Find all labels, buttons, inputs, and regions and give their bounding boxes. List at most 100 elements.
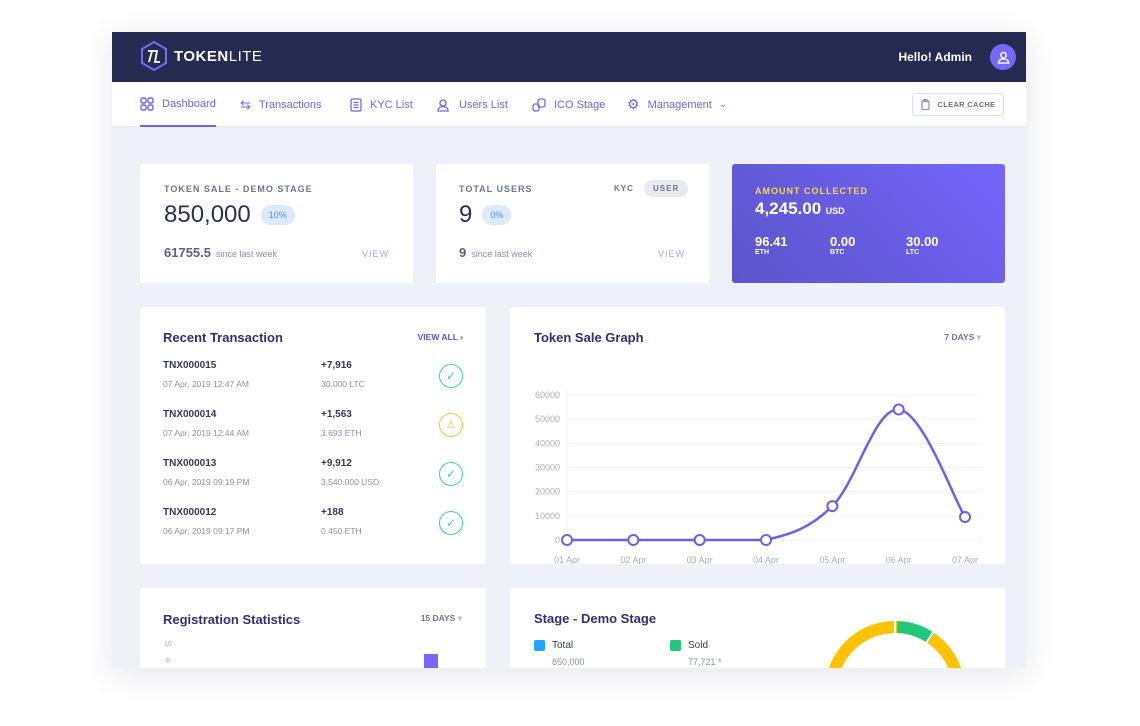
x-tick-label: 05 Apr — [819, 555, 845, 564]
nav-ico-stage[interactable]: ICO Stage — [532, 82, 605, 127]
data-point[interactable] — [627, 534, 640, 546]
data-point[interactable] — [959, 511, 971, 524]
x-tick-label: 07 Apr — [952, 555, 978, 564]
nav-users-list[interactable]: Users List — [437, 82, 508, 127]
app-window: TOKENLITE Hello! Admin Dashboard ⇆ Trans… — [112, 32, 1026, 668]
coins-icon — [532, 97, 546, 112]
token-sale-value: 850,000 — [164, 201, 251, 228]
tab-kyc[interactable]: KYC — [614, 184, 634, 193]
view-all-link[interactable]: VIEW ALL › — [418, 332, 463, 342]
graph-range-dropdown[interactable]: 7 DAYS ▾ — [944, 332, 981, 343]
stage-card: Stage - Demo Stage Total 850,000 Sold 77… — [510, 588, 1005, 668]
total-users-view-link[interactable]: VIEW — [657, 249, 685, 259]
sold-value: 77,721 * — [688, 657, 722, 667]
token-sale-percent-badge: 10% — [260, 205, 295, 225]
chevron-right-icon: › — [460, 332, 463, 342]
sold-swatch-icon — [670, 640, 681, 651]
graph-range-label: 7 DAYS — [944, 332, 975, 342]
grid-icon — [140, 96, 154, 111]
transaction-row[interactable]: TNX000012 06 Apr, 2019 09:17 PM +188 0.4… — [163, 507, 473, 547]
tab-user[interactable]: USER — [644, 180, 689, 197]
caret-down-icon: ▾ — [457, 613, 462, 623]
total-value: 850,000 — [552, 657, 585, 667]
recent-transactions-title: Recent Transaction — [163, 330, 283, 345]
amount-collected-value: 4,245.00 — [755, 199, 822, 218]
y-tick-label: 40000 — [535, 438, 560, 448]
registration-range-dropdown[interactable]: 15 DAYS ▾ — [421, 613, 462, 624]
amount-collected-card: AMOUNT COLLECTED 4,245.00 USD 96.41 ETH 0… — [732, 164, 1005, 283]
coin-name: ETH — [755, 249, 769, 256]
transaction-row[interactable]: TNX000014 07 Apr, 2019 12:44 AM +1,563 3… — [163, 409, 473, 449]
chevron-down-icon: ⌄ — [719, 99, 728, 109]
coin-name: BTC — [830, 249, 845, 256]
data-point[interactable] — [561, 534, 573, 546]
total-users-value: 9 — [459, 201, 473, 228]
y-tick: 10 — [164, 641, 172, 648]
coin-value: 96.41 — [755, 234, 788, 249]
y-tick-label: 10000 — [535, 511, 560, 521]
data-point[interactable] — [693, 534, 706, 546]
token-sale-chart: 0 10000 20000 30000 40000 50000 60000 01 Apr 02 … — [535, 390, 982, 564]
transaction-row[interactable]: TNX000013 06 Apr, 2019 09:19 PM +9,912 3… — [163, 458, 473, 498]
brand-logo[interactable]: TOKENLITE — [140, 41, 262, 71]
user-icon — [437, 98, 449, 112]
transaction-row[interactable]: TNX000015 07 Apr, 2019 12:47 AM +7,916 3… — [163, 360, 473, 400]
clear-cache-label: CLEAR CACHE — [937, 100, 996, 109]
transaction-amount: +1,563 — [321, 409, 352, 420]
transaction-id: TNX000012 — [163, 507, 217, 518]
x-tick-label: 03 Apr — [687, 555, 713, 564]
total-users-label: TOTAL USERS — [459, 184, 533, 194]
data-point[interactable] — [826, 500, 839, 513]
token-sale-graph-card: Token Sale Graph 7 DAYS ▾ 0 10000 20000 300… — [510, 307, 1005, 564]
nav-label: ICO Stage — [554, 98, 606, 111]
token-sale-label: TOKEN SALE - DEMO STAGE — [164, 184, 313, 194]
legend-sold: Sold — [670, 640, 708, 651]
view-all-label: VIEW ALL — [417, 332, 458, 342]
total-users-percent-badge: 0% — [482, 205, 512, 225]
transaction-amount: +9,912 — [321, 458, 352, 469]
nav-management[interactable]: ⚙ Management ⌄ — [627, 82, 727, 127]
user-avatar[interactable] — [990, 44, 1016, 70]
y-tick-label: 30000 — [535, 463, 560, 473]
document-icon — [350, 97, 362, 112]
registration-title: Registration Statistics — [163, 612, 301, 627]
data-point[interactable] — [760, 534, 772, 546]
transaction-date: 06 Apr, 2019 09:17 PM — [163, 526, 250, 536]
swap-icon: ⇆ — [240, 96, 251, 112]
transaction-currency: 3.693 ETH — [321, 428, 362, 438]
nav-dashboard[interactable]: Dashboard — [140, 82, 216, 127]
token-sale-since-text: since last week — [216, 249, 278, 259]
transaction-date: 07 Apr, 2019 12:44 AM — [163, 428, 250, 438]
transaction-date: 06 Apr, 2019 09:19 PM — [163, 477, 250, 487]
total-swatch-icon — [534, 640, 545, 651]
greeting: Hello! Admin — [898, 50, 972, 64]
transaction-amount: +188 — [321, 507, 344, 518]
caret-down-icon: ▾ — [976, 332, 981, 342]
graph-title: Token Sale Graph — [534, 330, 644, 345]
nav-label: Management — [647, 98, 712, 111]
brand-name-bold: TOKEN — [174, 47, 229, 65]
x-tick-label: 01 Apr — [554, 555, 580, 564]
check-circle-icon: ✓ — [439, 462, 463, 486]
clear-cache-button[interactable]: CLEAR CACHE — [912, 93, 1004, 116]
amount-collected-unit: USD — [825, 206, 845, 216]
y-tick-label: 0 — [555, 535, 560, 545]
transaction-amount: +7,916 — [321, 360, 352, 371]
brand-name-light: LITE — [228, 47, 263, 65]
nav-kyc-list[interactable]: KYC List — [350, 82, 413, 127]
y-tick-label: 50000 — [535, 414, 560, 424]
token-sale-view-link[interactable]: VIEW — [361, 249, 389, 259]
y-tick: 8 — [166, 658, 170, 665]
registration-statistics-card: Registration Statistics 15 DAYS ▾ 10 8 — [140, 588, 486, 668]
registration-bar — [424, 654, 438, 668]
top-bar: TOKENLITE Hello! Admin — [112, 32, 1026, 82]
series-line — [567, 408, 967, 542]
donut-sold — [825, 621, 965, 668]
recent-transactions-card: Recent Transaction VIEW ALL › TNX000015 … — [140, 307, 486, 564]
check-circle-icon: ✓ — [439, 364, 463, 388]
data-point[interactable] — [892, 403, 905, 416]
nav-transactions[interactable]: ⇆ Transactions — [240, 82, 321, 127]
stage-donut-chart — [825, 619, 965, 668]
check-circle-icon: ✓ — [439, 511, 463, 535]
gear-icon: ⚙ — [627, 96, 640, 112]
